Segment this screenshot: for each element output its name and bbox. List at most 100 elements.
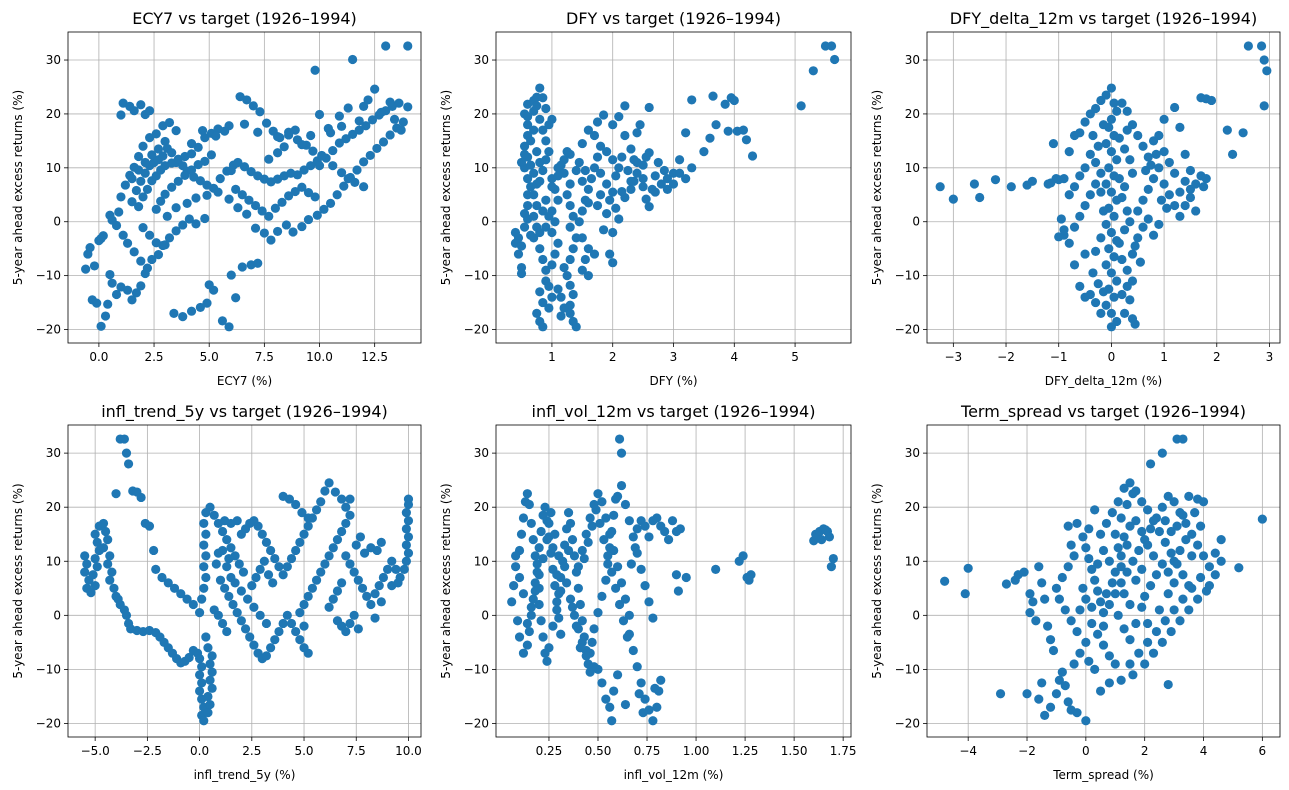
data-point — [242, 209, 252, 219]
data-point — [236, 529, 246, 539]
data-point — [206, 150, 217, 160]
x-tick-label: 1 — [1160, 350, 1168, 364]
data-point — [1088, 130, 1098, 141]
data-point — [1143, 152, 1153, 162]
data-point — [324, 478, 334, 488]
data-point — [662, 184, 673, 194]
data-point — [1075, 605, 1085, 615]
data-point — [236, 616, 246, 626]
data-point — [1075, 128, 1085, 138]
data-point — [1080, 117, 1090, 127]
data-point — [90, 580, 100, 591]
data-point — [249, 602, 259, 612]
data-point — [270, 635, 280, 645]
data-point — [509, 580, 519, 591]
data-point — [1117, 98, 1127, 108]
data-point — [1164, 190, 1174, 200]
data-point — [138, 223, 148, 233]
data-point — [1195, 521, 1206, 531]
data-point — [134, 202, 144, 212]
data-point — [378, 137, 389, 147]
data-point — [653, 157, 663, 168]
data-point — [1106, 187, 1117, 197]
data-point — [1117, 289, 1127, 300]
data-point — [550, 217, 560, 227]
x-tick-label: 4 — [1200, 744, 1208, 758]
data-point — [826, 41, 837, 51]
data-point — [602, 179, 612, 189]
data-point — [295, 537, 305, 547]
data-point — [1080, 292, 1090, 302]
data-point — [738, 125, 749, 135]
data-point — [1057, 572, 1067, 583]
data-point — [1175, 187, 1185, 197]
data-point — [1122, 499, 1132, 510]
data-point — [1056, 214, 1066, 224]
data-point — [1198, 497, 1209, 507]
data-point — [401, 556, 411, 566]
data-point — [1166, 626, 1176, 637]
data-point — [182, 198, 192, 209]
data-point — [1154, 526, 1164, 537]
data-point — [597, 591, 607, 602]
data-point — [1190, 507, 1200, 518]
data-point — [583, 537, 593, 547]
data-point — [1210, 570, 1220, 580]
data-point — [548, 543, 558, 553]
data-point — [259, 228, 269, 238]
data-point — [816, 535, 827, 545]
data-point — [565, 308, 575, 318]
data-point — [242, 95, 252, 105]
data-point — [1210, 548, 1220, 558]
x-tick-label: −1 — [1050, 350, 1068, 364]
scatter-points — [80, 434, 414, 726]
y-tick-label: −10 — [36, 269, 61, 283]
data-point — [178, 311, 188, 322]
data-point — [1163, 679, 1173, 690]
data-point — [147, 254, 157, 265]
y-tick-label: 30 — [905, 53, 920, 67]
data-point — [535, 244, 545, 254]
data-point — [129, 247, 139, 257]
data-point — [507, 597, 517, 607]
data-point — [1137, 497, 1147, 507]
data-point — [660, 526, 670, 537]
data-point — [569, 610, 580, 620]
data-point — [351, 540, 361, 550]
data-point — [550, 580, 560, 591]
data-point — [1125, 521, 1135, 531]
data-point — [233, 203, 243, 213]
data-point — [284, 127, 294, 137]
data-point — [1060, 681, 1070, 691]
data-point — [577, 138, 587, 149]
data-point — [1181, 535, 1191, 545]
data-point — [516, 157, 527, 168]
data-point — [548, 621, 558, 631]
data-point — [1096, 308, 1106, 318]
data-point — [995, 689, 1006, 699]
data-point — [603, 551, 613, 561]
data-point — [220, 516, 230, 526]
data-point — [136, 176, 146, 186]
data-point — [1101, 138, 1111, 149]
data-point — [541, 195, 551, 205]
x-axis-label: infl_trend_5y (%) — [194, 768, 296, 782]
y-tick-label: −20 — [895, 323, 920, 337]
data-point — [562, 147, 572, 157]
data-point — [522, 640, 532, 650]
data-point — [122, 285, 133, 295]
data-point — [969, 179, 980, 189]
y-tick-label: −10 — [464, 269, 489, 283]
data-point — [1191, 179, 1201, 189]
data-point — [565, 254, 575, 265]
data-point — [171, 226, 181, 236]
data-point — [1006, 182, 1016, 192]
data-point — [562, 190, 572, 200]
data-point — [542, 656, 552, 666]
data-point — [632, 128, 642, 138]
data-point — [167, 182, 177, 192]
data-point — [303, 521, 313, 531]
data-point — [297, 507, 307, 518]
data-point — [523, 112, 533, 122]
data-point — [608, 227, 618, 238]
